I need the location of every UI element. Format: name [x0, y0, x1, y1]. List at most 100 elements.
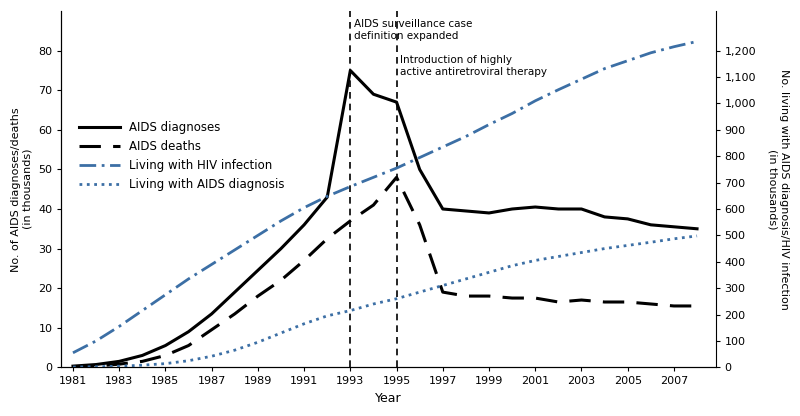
Living with HIV infection	[669, 44, 678, 49]
Living with AIDS diagnosis	[299, 321, 309, 326]
Living with AIDS diagnosis	[114, 364, 124, 369]
AIDS diagnoses	[230, 290, 239, 295]
AIDS deaths	[91, 364, 101, 369]
AIDS deaths	[554, 300, 563, 305]
Text: Introduction of highly
active antiretroviral therapy: Introduction of highly active antiretrov…	[400, 54, 547, 77]
Living with AIDS diagnosis	[253, 340, 262, 345]
Living with AIDS diagnosis	[276, 330, 286, 335]
Living with HIV infection	[692, 39, 702, 44]
Living with HIV infection	[577, 77, 586, 82]
Living with HIV infection	[646, 50, 656, 55]
AIDS diagnoses	[623, 216, 633, 221]
AIDS deaths	[577, 297, 586, 302]
AIDS deaths	[692, 303, 702, 308]
Living with HIV infection	[600, 66, 610, 71]
AIDS diagnoses	[369, 92, 378, 97]
Line: Living with AIDS diagnosis: Living with AIDS diagnosis	[73, 236, 697, 367]
AIDS diagnoses	[138, 353, 147, 358]
AIDS diagnoses	[207, 312, 217, 317]
X-axis label: Year: Year	[375, 392, 402, 405]
AIDS diagnoses	[161, 343, 170, 348]
AIDS deaths	[138, 359, 147, 364]
Living with HIV infection	[346, 184, 355, 189]
AIDS deaths	[322, 236, 332, 241]
AIDS deaths	[114, 362, 124, 366]
Living with HIV infection	[415, 155, 425, 160]
Living with AIDS diagnosis	[68, 364, 78, 369]
Living with HIV infection	[276, 218, 286, 223]
AIDS deaths	[392, 175, 402, 180]
Living with AIDS diagnosis	[207, 354, 217, 359]
AIDS deaths	[623, 300, 633, 305]
Living with AIDS diagnosis	[369, 302, 378, 307]
Living with AIDS diagnosis	[161, 361, 170, 366]
AIDS diagnoses	[530, 205, 540, 210]
AIDS deaths	[346, 218, 355, 223]
AIDS diagnoses	[577, 206, 586, 211]
Living with AIDS diagnosis	[507, 263, 517, 268]
AIDS deaths	[669, 303, 678, 308]
AIDS diagnoses	[692, 226, 702, 231]
Living with AIDS diagnosis	[530, 258, 540, 263]
Living with AIDS diagnosis	[600, 246, 610, 251]
Y-axis label: No. of AIDS diagnoses/deaths
(in thousands): No. of AIDS diagnoses/deaths (in thousan…	[11, 107, 33, 272]
Living with AIDS diagnosis	[230, 348, 239, 353]
Living with AIDS diagnosis	[415, 290, 425, 295]
Living with AIDS diagnosis	[646, 240, 656, 245]
Living with AIDS diagnosis	[438, 283, 447, 288]
Living with AIDS diagnosis	[669, 236, 678, 241]
AIDS deaths	[369, 203, 378, 208]
Living with HIV infection	[161, 292, 170, 297]
Living with AIDS diagnosis	[461, 276, 470, 281]
Living with AIDS diagnosis	[392, 296, 402, 301]
Living with HIV infection	[554, 87, 563, 92]
Living with AIDS diagnosis	[554, 254, 563, 259]
AIDS deaths	[276, 278, 286, 283]
AIDS diagnoses	[68, 364, 78, 369]
Living with HIV infection	[184, 276, 194, 281]
AIDS diagnoses	[253, 268, 262, 273]
Living with AIDS diagnosis	[91, 364, 101, 369]
AIDS diagnoses	[184, 329, 194, 334]
AIDS diagnoses	[484, 210, 494, 215]
Living with HIV infection	[230, 248, 239, 253]
AIDS deaths	[438, 290, 447, 295]
Living with AIDS diagnosis	[692, 233, 702, 238]
AIDS diagnoses	[554, 206, 563, 211]
Living with AIDS diagnosis	[322, 313, 332, 318]
Living with AIDS diagnosis	[138, 363, 147, 368]
AIDS diagnoses	[646, 222, 656, 227]
AIDS deaths	[530, 295, 540, 300]
Living with HIV infection	[299, 205, 309, 210]
Living with AIDS diagnosis	[184, 358, 194, 363]
Living with HIV infection	[68, 350, 78, 355]
Text: AIDS surveillance case
definition expanded: AIDS surveillance case definition expand…	[354, 19, 472, 42]
AIDS diagnoses	[461, 208, 470, 213]
AIDS diagnoses	[299, 222, 309, 227]
Line: Living with HIV infection: Living with HIV infection	[73, 42, 697, 353]
AIDS deaths	[461, 294, 470, 299]
Living with HIV infection	[138, 308, 147, 313]
Living with HIV infection	[322, 194, 332, 199]
AIDS deaths	[207, 327, 217, 332]
Line: AIDS deaths: AIDS deaths	[73, 177, 697, 367]
AIDS deaths	[415, 222, 425, 227]
Legend: AIDS diagnoses, AIDS deaths, Living with HIV infection, Living with AIDS diagnos: AIDS diagnoses, AIDS deaths, Living with…	[74, 117, 290, 196]
Living with HIV infection	[623, 58, 633, 63]
AIDS diagnoses	[114, 359, 124, 364]
AIDS diagnoses	[415, 167, 425, 172]
Living with AIDS diagnosis	[484, 270, 494, 275]
AIDS diagnoses	[669, 224, 678, 229]
AIDS deaths	[507, 295, 517, 300]
Living with AIDS diagnosis	[623, 243, 633, 248]
Living with HIV infection	[507, 111, 517, 116]
AIDS diagnoses	[507, 206, 517, 211]
Living with HIV infection	[253, 233, 262, 238]
AIDS deaths	[68, 364, 78, 369]
Living with AIDS diagnosis	[346, 308, 355, 313]
AIDS deaths	[299, 258, 309, 263]
AIDS deaths	[230, 312, 239, 317]
Living with HIV infection	[91, 339, 101, 344]
AIDS diagnoses	[438, 206, 447, 211]
Living with HIV infection	[207, 262, 217, 267]
